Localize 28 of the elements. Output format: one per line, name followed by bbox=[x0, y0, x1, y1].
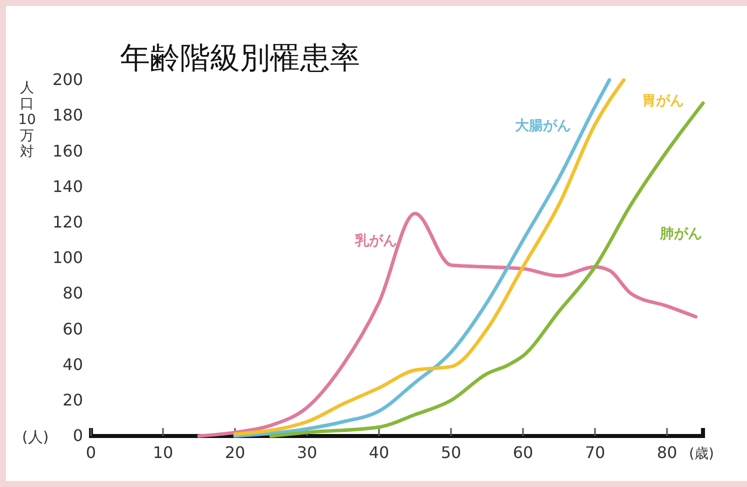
x-tick-label: 50 bbox=[440, 443, 462, 462]
y-tick-label: 60 bbox=[62, 319, 83, 338]
y-tick-label: 140 bbox=[52, 176, 83, 196]
x-tick-label: 80 bbox=[656, 443, 678, 462]
x-tick-label: 60 bbox=[512, 443, 534, 462]
y-tick-label: 180 bbox=[52, 106, 83, 125]
x-axis-title: (歳) bbox=[689, 446, 714, 462]
series-label: 大腸がん bbox=[515, 118, 571, 134]
y-axis-title: 人口10万対 bbox=[18, 80, 36, 160]
x-tick-label: 10 bbox=[152, 443, 174, 462]
text: (人) bbox=[22, 428, 49, 446]
y-tick-label: 120 bbox=[52, 212, 83, 232]
y-tick-label: 200 bbox=[52, 70, 83, 90]
x-tick-label: 70 bbox=[584, 443, 606, 462]
y-tick-label: 0 bbox=[72, 426, 83, 446]
x-tick-label: 0 bbox=[86, 443, 96, 462]
y-tick-label: 80 bbox=[62, 284, 83, 303]
y-tick-label: 160 bbox=[52, 141, 83, 160]
y-tick-label: 40 bbox=[62, 354, 83, 374]
y-tick-label: 100 bbox=[52, 248, 83, 268]
text: 肺がん bbox=[659, 226, 702, 242]
x-tick-label: 20 bbox=[224, 443, 246, 462]
series-label: 胃がん bbox=[642, 93, 684, 109]
x-tick-label: 30 bbox=[296, 443, 318, 462]
series-label: 乳がん bbox=[354, 233, 397, 249]
x-tick-label: 40 bbox=[368, 443, 390, 462]
y-tick-label: 20 bbox=[62, 390, 83, 410]
chart-title: 年齢階級別罹患率 bbox=[120, 41, 360, 76]
